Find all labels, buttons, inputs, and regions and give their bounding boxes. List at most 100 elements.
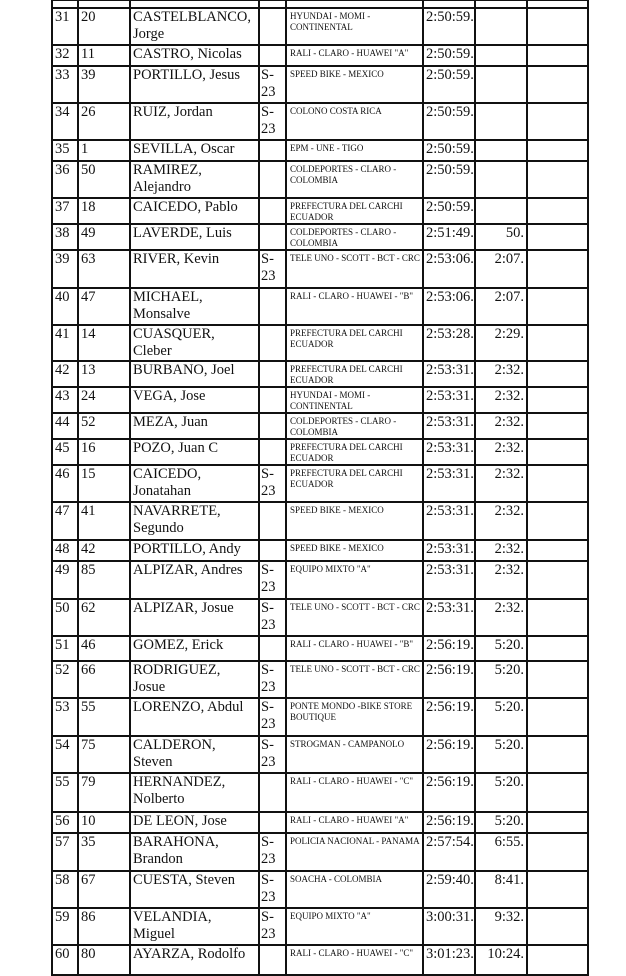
team-cell: SPEED BIKE - MEXICO <box>285 501 424 541</box>
position-cell: 41 <box>51 324 79 362</box>
table-row: 42 13 BURBANO, Joel PREFECTURA DEL CARCHI E… <box>51 360 589 388</box>
gap-cell <box>474 65 528 104</box>
gap-cell: 2:32. <box>474 360 528 388</box>
empty-cell <box>526 907 589 946</box>
category-cell: S-23 <box>258 560 287 600</box>
table-cell <box>129 0 260 9</box>
table-cell <box>77 0 131 9</box>
position-cell: 55 <box>51 772 79 813</box>
time-cell: 3:01:23. <box>422 944 476 976</box>
team-cell: SPEED BIKE - MEXICO <box>285 65 424 104</box>
results-document: 31 20 CASTELBLANCO, Jorge HYUNDAI - MOMI - … <box>51 0 589 976</box>
position-cell: 56 <box>51 811 79 834</box>
team-cell: COLDEPORTES - CLARO - COLOMBIA <box>285 412 424 440</box>
team-cell: PREFECTURA DEL CARCHI ECUADOR <box>285 360 424 388</box>
team-cell: POLICIA NACIONAL - PANAMA <box>285 832 424 872</box>
table-row: 53 55 LORENZO, Abdul S-23 PONTE MONDO -BIKE … <box>51 697 589 737</box>
gap-cell: 2:32. <box>474 438 528 466</box>
empty-cell <box>526 386 589 414</box>
empty-cell <box>526 635 589 662</box>
category-cell <box>258 944 287 976</box>
rider-name-cell: CUASQUER, Cleber <box>129 324 260 362</box>
bib-number-cell: 42 <box>77 539 131 562</box>
time-cell: 2:50:59. <box>422 160 476 199</box>
position-cell: 48 <box>51 539 79 562</box>
team-cell: STROGMAN - CAMPANOLO <box>285 735 424 774</box>
category-cell <box>258 501 287 541</box>
team-cell: PREFECTURA DEL CARCHI ECUADOR <box>285 197 424 225</box>
category-cell: S-23 <box>258 660 287 699</box>
gap-cell: 10:24. <box>474 944 528 976</box>
team-cell: RALI - CLARO - HUAWEI - "C" <box>285 772 424 813</box>
gap-cell: 5:20. <box>474 772 528 813</box>
bib-number-cell: 63 <box>77 249 131 289</box>
rider-name-cell: PORTILLO, Andy <box>129 539 260 562</box>
team-cell: RALI - CLARO - HUAWEI - "B" <box>285 635 424 662</box>
category-cell: S-23 <box>258 735 287 774</box>
empty-cell <box>526 223 589 251</box>
team-cell: SOACHA - COLOMBIA <box>285 870 424 909</box>
gap-cell: 5:20. <box>474 635 528 662</box>
table-row: 57 35 BARAHONA, Brandon S-23 POLICIA NACIONA… <box>51 832 589 872</box>
category-cell <box>258 360 287 388</box>
team-cell: EPM - UNE - TIGO <box>285 139 424 162</box>
position-cell: 46 <box>51 464 79 503</box>
category-cell: S-23 <box>258 249 287 289</box>
team-cell: SPEED BIKE - MEXICO <box>285 539 424 562</box>
bib-number-cell: 11 <box>77 44 131 67</box>
bib-number-cell: 85 <box>77 560 131 600</box>
bib-number-cell: 14 <box>77 324 131 362</box>
gap-cell: 6:55. <box>474 832 528 872</box>
category-cell <box>258 7 287 46</box>
table-row: 33 39 PORTILLO, Jesus S-23 SPEED BIKE - MEXI… <box>51 65 589 104</box>
time-cell: 2:57:54. <box>422 832 476 872</box>
empty-cell <box>526 197 589 225</box>
table-row: 35 1 SEVILLA, Oscar EPM - UNE - TIGO 2:50:59… <box>51 139 589 162</box>
empty-cell <box>526 44 589 67</box>
time-cell: 2:50:59. <box>422 102 476 141</box>
time-cell: 2:56:19. <box>422 660 476 699</box>
bib-number-cell: 39 <box>77 65 131 104</box>
table-row: 52 66 RODRIGUEZ, Josue S-23 TELE UNO - SCOTT… <box>51 660 589 699</box>
position-cell: 54 <box>51 735 79 774</box>
time-cell: 2:56:19. <box>422 735 476 774</box>
category-cell <box>258 197 287 225</box>
position-cell: 33 <box>51 65 79 104</box>
team-cell: RALI - CLARO - HUAWEI - "C" <box>285 944 424 976</box>
empty-cell <box>526 139 589 162</box>
category-cell <box>258 139 287 162</box>
gap-cell <box>474 102 528 141</box>
table-cell <box>51 0 79 9</box>
empty-cell <box>526 832 589 872</box>
time-cell: 2:53:31. <box>422 501 476 541</box>
bib-number-cell: 86 <box>77 907 131 946</box>
table-row: 38 49 LAVERDE, Luis COLDEPORTES - CLARO - C… <box>51 223 589 251</box>
table-row: 36 50 RAMIREZ, Alejandro COLDEPORTES - CLAR… <box>51 160 589 199</box>
table-row: 43 24 VEGA, Jose HYUNDAI - MOMI - CONTINENT… <box>51 386 589 414</box>
rider-name-cell: ALPIZAR, Andres <box>129 560 260 600</box>
time-cell: 2:56:19. <box>422 772 476 813</box>
table-cell <box>526 0 589 9</box>
empty-cell <box>526 65 589 104</box>
position-cell: 31 <box>51 7 79 46</box>
bib-number-cell: 62 <box>77 598 131 637</box>
time-cell: 2:53:31. <box>422 360 476 388</box>
table-row: 50 62 ALPIZAR, Josue S-23 TELE UNO - SCOTT -… <box>51 598 589 637</box>
table-row: 56 10 DE LEON, Jose RALI - CLARO - HUAWEI "… <box>51 811 589 834</box>
category-cell <box>258 44 287 67</box>
empty-cell <box>526 598 589 637</box>
position-cell: 42 <box>51 360 79 388</box>
bib-number-cell: 52 <box>77 412 131 440</box>
rider-name-cell: CAICEDO, Pablo <box>129 197 260 225</box>
rider-name-cell: LAVERDE, Luis <box>129 223 260 251</box>
table-row: 46 15 CAICEDO, Jonatahan S-23 PREFECTURA DEL… <box>51 464 589 503</box>
table-cell <box>258 0 287 9</box>
bib-number-cell: 10 <box>77 811 131 834</box>
gap-cell: 9:32. <box>474 907 528 946</box>
team-cell: RALI - CLARO - HUAWEI - "B" <box>285 287 424 326</box>
time-cell: 2:53:06. <box>422 287 476 326</box>
table-row: 48 42 PORTILLO, Andy SPEED BIKE - MEXICO 2:5… <box>51 539 589 562</box>
bib-number-cell: 80 <box>77 944 131 976</box>
empty-cell <box>526 539 589 562</box>
time-cell: 2:53:06. <box>422 249 476 289</box>
